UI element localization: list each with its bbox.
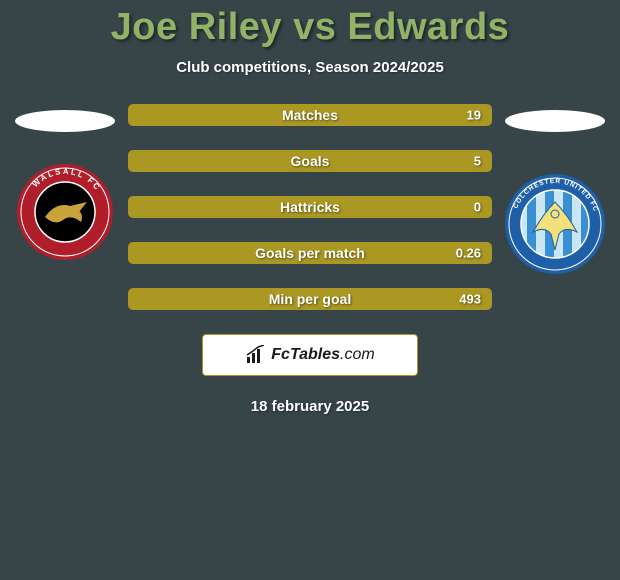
colchester-crest-icon: COLCHESTER UNITED FC [503,172,607,276]
right-player-column: COLCHESTER UNITED FC [500,104,610,281]
stat-value: 0.26 [456,246,481,261]
right-team-crest: COLCHESTER UNITED FC [503,172,607,281]
stat-value: 0 [474,200,481,215]
stat-value: 493 [459,292,481,307]
brand-suffix: .com [340,346,375,363]
stat-bar-matches: Matches 19 [128,104,492,126]
stat-value: 19 [467,108,481,123]
stat-bar-hattricks: Hattricks 0 [128,196,492,218]
brand-name: FcTables [271,346,340,363]
player-shadow-left [15,110,115,132]
stat-bar-min-per-goal: Min per goal 493 [128,288,492,310]
subtitle: Club competitions, Season 2024/2025 [0,59,620,76]
brand-box[interactable]: FcTables.com [202,334,418,376]
stats-column: Matches 19 Goals 5 Hattricks 0 Goals per… [120,104,500,310]
stat-bar-goals: Goals 5 [128,150,492,172]
stat-label: Hattricks [280,199,340,215]
left-player-column: WALSALL FC [10,104,120,267]
bar-chart-icon [245,345,267,365]
walsall-crest-icon: WALSALL FC [15,162,115,262]
left-team-crest: WALSALL FC [15,162,115,267]
stat-label: Matches [282,107,338,123]
player-shadow-right [505,110,605,132]
page-title: Joe Riley vs Edwards [0,0,620,49]
stat-label: Goals per match [255,245,365,261]
date-label: 18 february 2025 [0,398,620,415]
stat-bar-goals-per-match: Goals per match 0.26 [128,242,492,264]
stat-label: Min per goal [269,291,351,307]
stat-value: 5 [474,154,481,169]
comparison-row: WALSALL FC Matches 19 Goals 5 Hattricks … [0,104,620,310]
brand-label: FcTables.com [271,346,374,364]
stat-label: Goals [291,153,330,169]
